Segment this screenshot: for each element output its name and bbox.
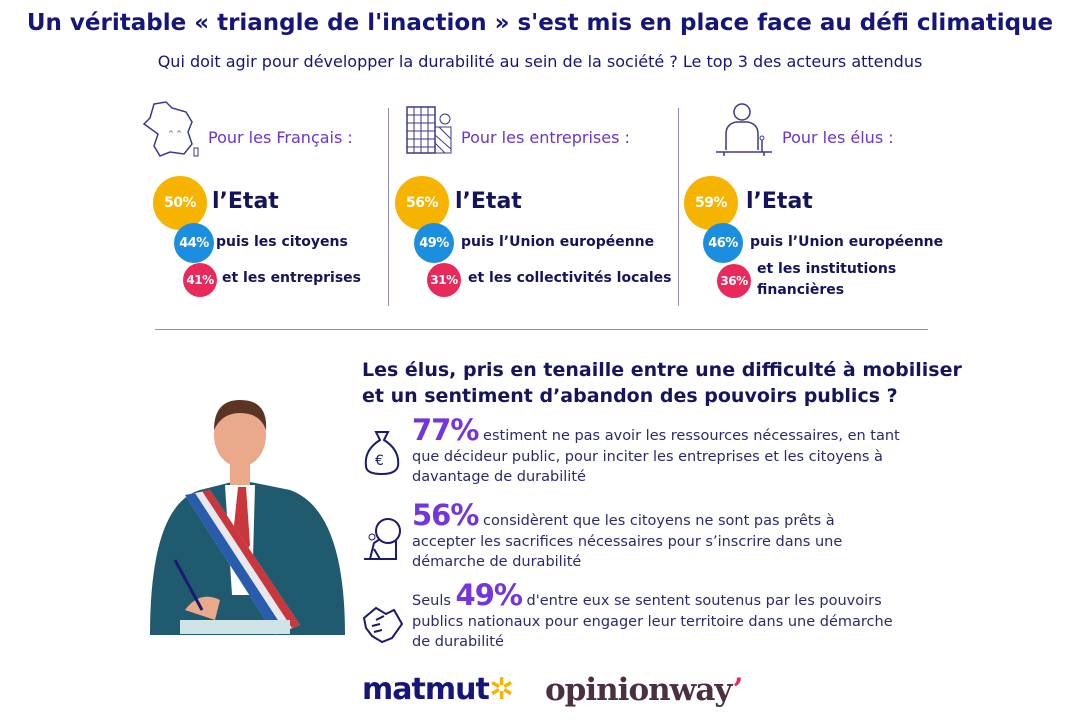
stat-text: d'entre eux se sentent soutenus par les … (412, 593, 893, 650)
stat-prefix: Seuls (412, 593, 456, 609)
rank3-label: et les collectivités locales (468, 270, 672, 286)
stat-percent: 49% (455, 578, 523, 612)
france-map-icon: ^ ^ (142, 101, 199, 157)
rank1-label: l’Etat (746, 189, 813, 214)
stat-text: estiment ne pas avoir les ressources néc… (412, 428, 900, 485)
stat-item-resources: 77% estiment ne pas avoir les ressources… (412, 416, 902, 488)
stat-percent: 77% (412, 413, 479, 447)
rank3-label: et les entreprises (222, 270, 362, 286)
building-icon (406, 106, 452, 154)
money-bag-icon: € (364, 431, 400, 476)
heading-line: et un sentiment d’abandon des pouvoirs p… (362, 385, 898, 407)
stat-text: considèrent que les citoyens ne sont pas… (412, 513, 843, 570)
svg-text:^ ^: ^ ^ (168, 130, 182, 138)
svg-text:€: € (375, 453, 384, 469)
opinionway-wordmark: opinionway (545, 672, 734, 708)
rank1-badge: 59% (684, 176, 738, 230)
handshake-icon (362, 606, 404, 644)
rank2-badge: 46% (703, 223, 743, 263)
rank2-label: puis l’Union européenne (461, 234, 655, 250)
speaker-podium-icon (716, 103, 772, 156)
mayor-illustration (150, 400, 345, 635)
section-heading: Les élus, pris en tenaille entre une dif… (362, 357, 962, 409)
section-divider (155, 329, 928, 330)
matmut-wordmark: matmut (362, 672, 490, 707)
stat-percent: 56% (412, 498, 479, 532)
rank1-badge: 56% (395, 176, 449, 230)
rank3-badge: 31% (427, 263, 461, 297)
rank3-label: et les institutions financières (757, 261, 897, 298)
matmut-logo: matmut✲ (362, 672, 514, 707)
column-label-francais: Pour les Français : (208, 128, 353, 147)
column-divider (678, 108, 679, 306)
rank2-label: puis l’Union européenne (750, 234, 944, 250)
rank1-label: l’Etat (455, 189, 522, 214)
heading-line: Les élus, pris en tenaille entre une dif… (362, 359, 962, 381)
matmut-star-icon: ✲ (488, 672, 514, 707)
rank3-badge: 36% (717, 264, 751, 298)
column-label-entreprises: Pour les entreprises : (461, 128, 630, 147)
pushing-boulder-icon (364, 518, 401, 560)
opinionway-apostrophe-icon: ’ (732, 672, 744, 708)
rank2-badge: 49% (414, 223, 454, 263)
page-title: Un véritable « triangle de l'inaction » … (26, 10, 1054, 36)
rank1-label: l’Etat (212, 189, 279, 214)
opinionway-logo: opinionway’ (545, 672, 744, 708)
stat-item-support: Seuls 49% d'entre eux se sentent soutenu… (412, 581, 902, 653)
rank1-badge: 50% (153, 176, 207, 230)
rank3-badge: 41% (183, 263, 217, 297)
stat-item-citizens: 56% considèrent que les citoyens ne sont… (412, 501, 902, 573)
rank2-badge: 44% (174, 223, 214, 263)
column-divider (388, 108, 389, 306)
rank2-label: puis les citoyens (216, 234, 348, 250)
page-subtitle: Qui doit agir pour développer la durabil… (157, 52, 923, 71)
column-label-elus: Pour les élus : (782, 128, 894, 147)
